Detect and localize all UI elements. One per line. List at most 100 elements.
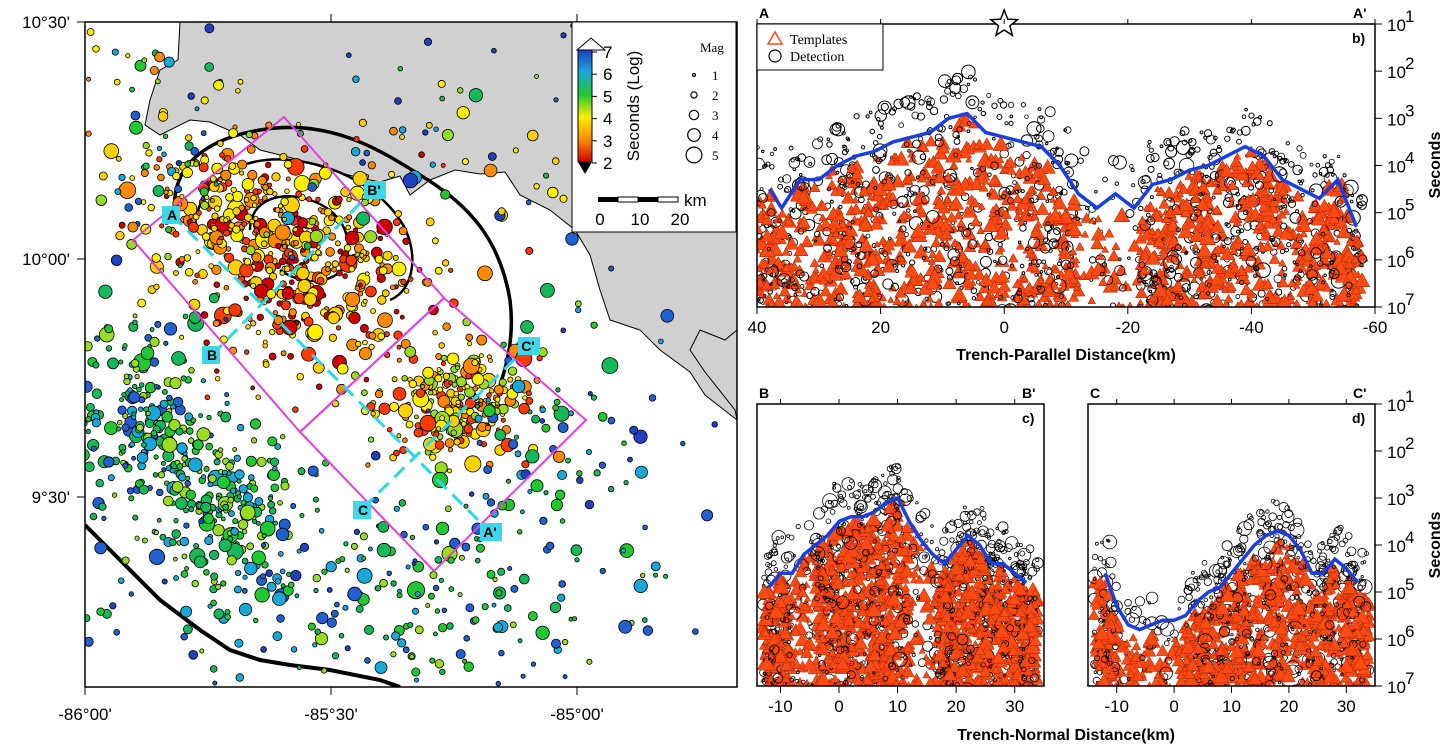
map-event — [272, 309, 278, 316]
template-event — [1262, 181, 1270, 189]
template-event — [974, 291, 986, 301]
map-event — [247, 145, 256, 154]
colorbar-tick-label: 7 — [603, 43, 612, 62]
map-event — [391, 631, 401, 641]
map-event — [188, 213, 194, 219]
map-event — [633, 578, 648, 594]
map-event — [350, 146, 361, 157]
detection-event — [1004, 121, 1009, 126]
map-event — [250, 194, 257, 202]
template-event — [1271, 224, 1286, 237]
map-event — [129, 86, 136, 93]
map-event — [280, 350, 287, 357]
map-event — [111, 48, 119, 56]
map-event — [343, 244, 352, 252]
map-event — [481, 603, 489, 611]
map-event — [463, 661, 474, 672]
map-event — [483, 163, 498, 178]
map-event — [166, 394, 173, 402]
map-event — [272, 631, 283, 642]
map-event — [134, 59, 147, 72]
map-event — [397, 403, 413, 419]
template-event — [881, 302, 887, 307]
map-event — [586, 658, 593, 665]
map-event — [312, 573, 321, 583]
map-event — [297, 467, 306, 476]
profile-label: C' — [521, 338, 534, 354]
map-event — [130, 110, 141, 121]
template-event — [857, 233, 867, 243]
map-event — [434, 556, 443, 564]
map-event — [209, 665, 218, 673]
map-event — [520, 673, 526, 679]
map-event — [660, 308, 675, 323]
map-event — [303, 316, 314, 327]
map-event — [107, 474, 115, 482]
detection-event — [1285, 141, 1290, 146]
map-event — [203, 513, 214, 524]
map-event — [353, 136, 360, 143]
map-event — [413, 677, 419, 683]
map-event — [85, 416, 92, 423]
map-event — [92, 45, 100, 53]
map-event — [619, 543, 634, 558]
map-event — [182, 624, 193, 635]
map-event — [161, 436, 178, 453]
detection-event — [1318, 171, 1323, 176]
box-c — [298, 296, 588, 573]
map-event — [498, 378, 507, 387]
map-event — [274, 443, 282, 450]
template-event — [976, 226, 985, 234]
detection-event — [1050, 147, 1058, 155]
template-event — [996, 155, 1005, 163]
map-event — [478, 353, 484, 359]
map-event — [409, 653, 415, 660]
map-event — [280, 434, 286, 440]
map-event — [250, 282, 257, 289]
map-event — [293, 292, 305, 305]
map-event — [572, 616, 578, 622]
template-event — [1072, 256, 1081, 264]
detection-event — [810, 286, 820, 297]
map-event — [545, 541, 555, 551]
template-event — [841, 190, 856, 204]
map-event — [533, 183, 540, 190]
map-event — [359, 252, 365, 258]
detection-event — [796, 157, 801, 162]
map-event — [377, 295, 387, 305]
map-event — [517, 638, 523, 644]
map-event — [278, 257, 287, 266]
template-event — [1189, 227, 1205, 242]
map-event — [61, 628, 67, 634]
map-event — [223, 229, 231, 237]
detection-event — [959, 84, 968, 93]
detection-event — [1036, 124, 1045, 133]
map-event — [183, 522, 190, 529]
mag-legend-label: 4 — [712, 128, 719, 143]
detection-event — [1233, 308, 1237, 312]
map-event — [209, 198, 215, 204]
colorbar-tick-label: 4 — [603, 110, 612, 129]
detection-event — [951, 75, 961, 86]
detection-event — [1180, 126, 1190, 136]
template-event — [980, 137, 994, 150]
map-event — [259, 520, 276, 537]
map-event — [68, 97, 72, 101]
map-event — [399, 126, 407, 134]
map-event — [159, 223, 165, 229]
template-event — [1202, 194, 1213, 203]
map-event — [213, 205, 221, 212]
map-event — [3, 323, 12, 332]
map-event — [157, 471, 166, 479]
map-event — [476, 439, 483, 446]
map-event — [584, 499, 595, 510]
map-event — [85, 614, 91, 623]
detection-event — [826, 137, 831, 141]
detection-event — [1329, 164, 1333, 168]
map-event — [149, 357, 160, 367]
map-event — [216, 475, 231, 490]
template-event — [1096, 252, 1105, 260]
detection-event — [1049, 224, 1054, 229]
map-event — [152, 185, 165, 197]
map-event — [265, 266, 274, 274]
